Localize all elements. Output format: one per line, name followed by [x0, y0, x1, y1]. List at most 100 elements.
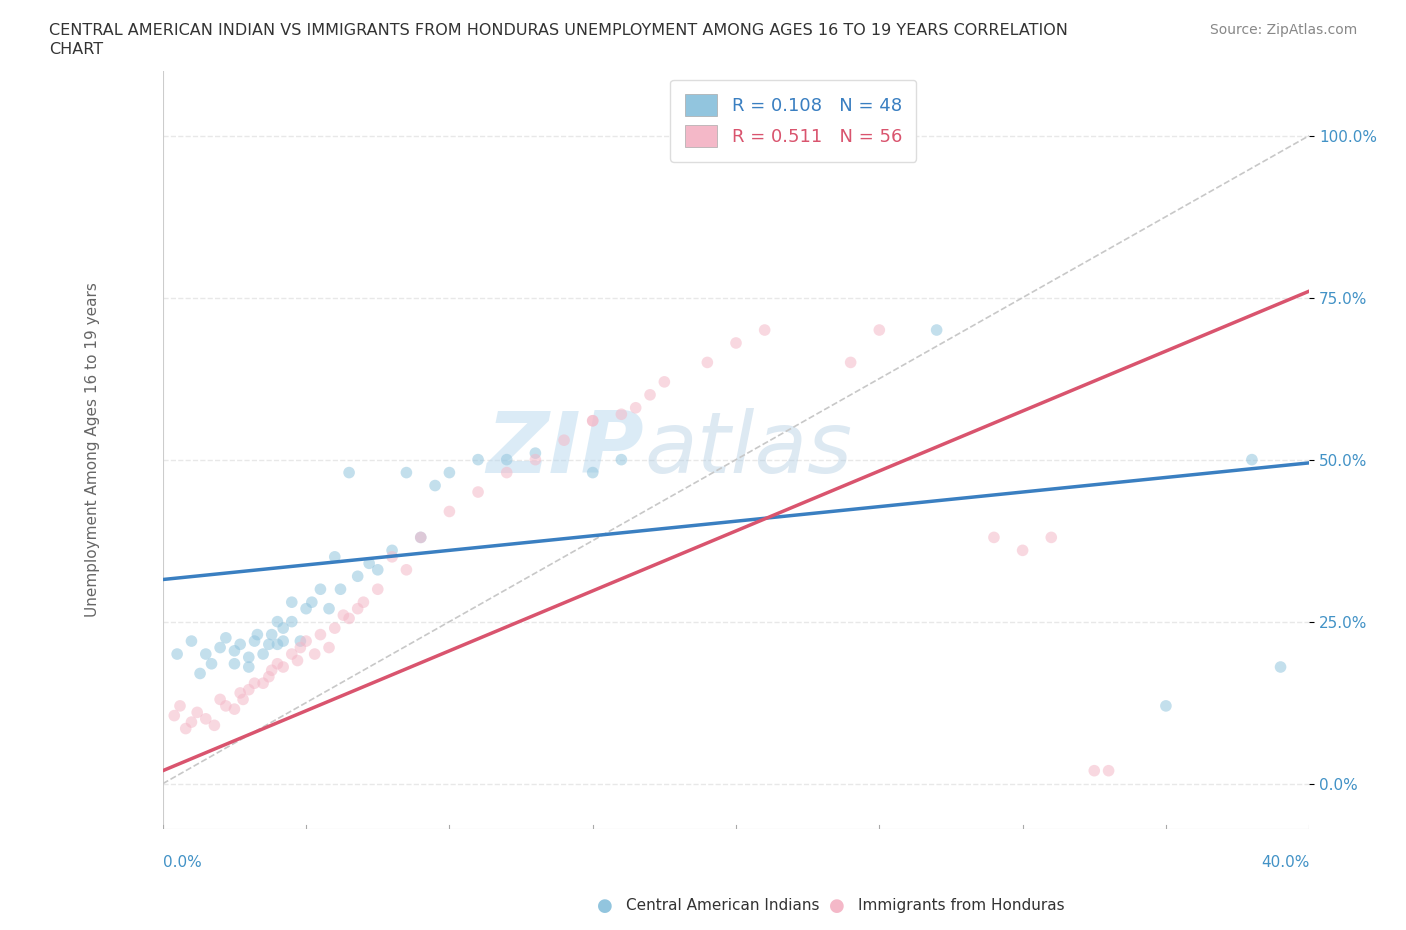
Point	[839, 355, 862, 370]
Point	[309, 582, 332, 597]
Point	[215, 698, 238, 713]
Point	[174, 721, 197, 736]
Point	[271, 633, 294, 648]
Point	[983, 530, 1005, 545]
Text: ZIP: ZIP	[486, 408, 644, 491]
Text: CHART: CHART	[49, 42, 103, 57]
Point	[257, 670, 280, 684]
Point	[238, 683, 260, 698]
Point	[409, 530, 432, 545]
Point	[224, 702, 246, 717]
Text: Source: ZipAtlas.com: Source: ZipAtlas.com	[1209, 23, 1357, 37]
Point	[638, 388, 661, 403]
Point	[287, 653, 309, 668]
Point	[524, 445, 547, 460]
Point	[304, 646, 326, 661]
Point	[209, 640, 232, 655]
Point	[553, 432, 575, 447]
Point	[1097, 764, 1119, 778]
Point	[295, 601, 318, 616]
Point	[180, 633, 202, 648]
Point	[329, 582, 352, 597]
Point	[439, 504, 461, 519]
Point	[724, 336, 747, 351]
Point	[1154, 698, 1177, 713]
Point	[318, 601, 340, 616]
Point	[266, 614, 288, 629]
Point	[1240, 452, 1263, 467]
Point	[266, 637, 288, 652]
Point	[868, 323, 890, 338]
Point	[359, 556, 381, 571]
Text: ●: ●	[596, 897, 613, 915]
Point	[654, 375, 676, 390]
Point	[243, 676, 266, 691]
Point	[194, 646, 217, 661]
Point	[295, 633, 318, 648]
Point	[281, 646, 304, 661]
Point	[281, 614, 304, 629]
Point	[252, 646, 274, 661]
Point	[224, 657, 246, 671]
Point	[624, 400, 647, 415]
Point	[381, 543, 404, 558]
Point	[582, 413, 605, 428]
Point	[524, 452, 547, 467]
Point	[323, 620, 346, 635]
Point	[188, 666, 211, 681]
Point	[352, 595, 374, 610]
Point	[271, 659, 294, 674]
Point	[610, 406, 633, 421]
Point	[209, 692, 232, 707]
Point	[467, 452, 489, 467]
Point	[467, 485, 489, 499]
Point	[166, 646, 188, 661]
Point	[582, 413, 605, 428]
Point	[346, 569, 368, 584]
Point	[266, 657, 288, 671]
Point	[301, 595, 323, 610]
Point	[163, 708, 186, 723]
Text: Immigrants from Honduras: Immigrants from Honduras	[858, 898, 1064, 913]
Text: ●: ●	[828, 897, 845, 915]
Point	[925, 323, 948, 338]
Point	[200, 657, 222, 671]
Point	[367, 563, 389, 578]
Point	[290, 640, 312, 655]
Point	[252, 676, 274, 691]
Point	[232, 692, 254, 707]
Point	[439, 465, 461, 480]
Point	[229, 637, 252, 652]
Point	[238, 650, 260, 665]
Point	[423, 478, 446, 493]
Point	[180, 714, 202, 729]
Point	[186, 705, 208, 720]
Text: atlas: atlas	[644, 408, 852, 491]
Point	[754, 323, 776, 338]
Point	[224, 644, 246, 658]
Text: 0.0%: 0.0%	[163, 855, 201, 870]
Point	[696, 355, 718, 370]
Point	[281, 595, 304, 610]
Point	[290, 633, 312, 648]
Point	[1083, 764, 1105, 778]
Point	[395, 563, 418, 578]
Point	[337, 611, 360, 626]
Point	[243, 633, 266, 648]
Text: CENTRAL AMERICAN INDIAN VS IMMIGRANTS FROM HONDURAS UNEMPLOYMENT AMONG AGES 16 T: CENTRAL AMERICAN INDIAN VS IMMIGRANTS FR…	[49, 23, 1069, 38]
Point	[582, 465, 605, 480]
Point	[257, 637, 280, 652]
Text: Central American Indians: Central American Indians	[626, 898, 820, 913]
Point	[194, 711, 217, 726]
Legend: R = 0.108   N = 48, R = 0.511   N = 56: R = 0.108 N = 48, R = 0.511 N = 56	[671, 80, 917, 162]
Point	[318, 640, 340, 655]
Point	[495, 465, 517, 480]
Point	[260, 663, 283, 678]
Point	[309, 627, 332, 642]
Point	[271, 620, 294, 635]
Point	[1040, 530, 1063, 545]
Point	[238, 659, 260, 674]
Point	[337, 465, 360, 480]
Y-axis label: Unemployment Among Ages 16 to 19 years: Unemployment Among Ages 16 to 19 years	[86, 283, 100, 618]
Point	[1270, 659, 1292, 674]
